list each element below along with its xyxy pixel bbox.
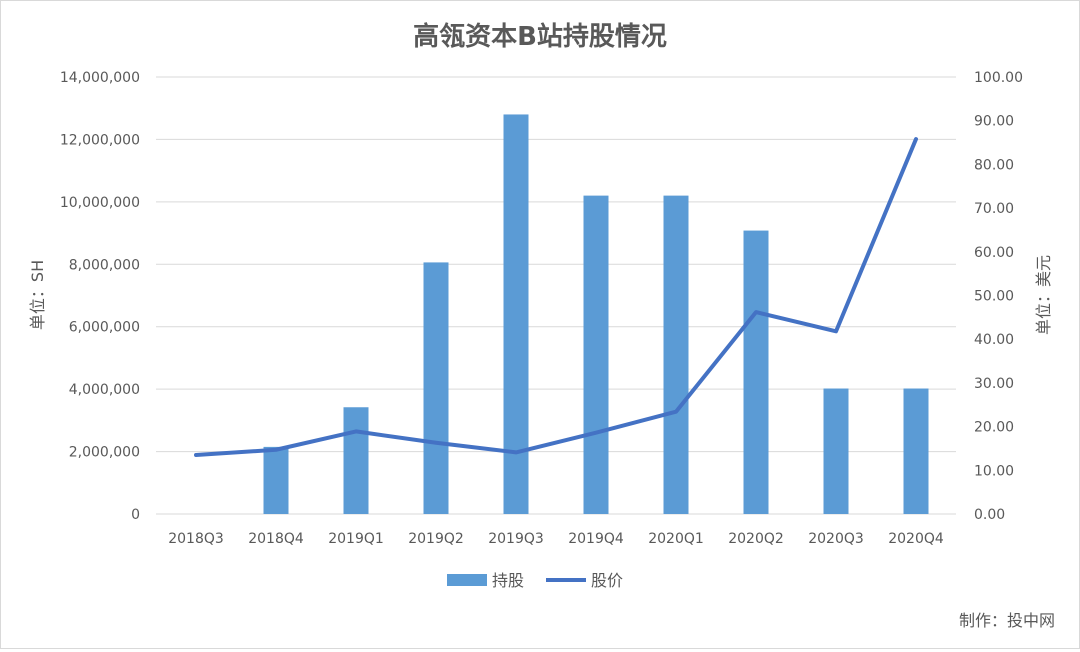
x-tick-label: 2019Q1 <box>328 531 384 547</box>
y2-tick-label: 0.00 <box>974 507 1005 523</box>
bar-series-holdings <box>264 114 929 514</box>
bar-2019Q4 <box>584 196 609 514</box>
y-tick-label: 0 <box>131 507 140 523</box>
x-tick-label: 2019Q3 <box>488 531 544 547</box>
bar-2018Q4 <box>264 447 289 514</box>
bar-2020Q2 <box>744 231 769 514</box>
chart-title: 高瓴资本B站持股情况 <box>413 21 667 52</box>
bar-2019Q2 <box>424 262 449 514</box>
x-tick-label: 2020Q3 <box>808 531 864 547</box>
bar-2019Q1 <box>344 407 369 514</box>
credit-text: 制作：投中网 <box>959 611 1055 630</box>
x-tick-label: 2019Q4 <box>568 531 624 547</box>
x-tick-label: 2018Q3 <box>168 531 224 547</box>
legend-label-price: 股价 <box>591 571 623 590</box>
bar-2020Q1 <box>664 196 689 514</box>
bar-2020Q4 <box>904 389 929 514</box>
y-axis-left-ticks: 0 2,000,000 4,000,000 6,000,000 8,000,000 10,… <box>60 70 140 523</box>
x-tick-label: 2020Q4 <box>888 531 944 547</box>
x-tick-label: 2019Q2 <box>408 531 464 547</box>
y2-tick-label: 10.00 <box>974 463 1014 479</box>
y-tick-label: 14,000,000 <box>60 70 140 86</box>
y2-tick-label: 80.00 <box>974 157 1014 173</box>
y-tick-label: 8,000,000 <box>69 257 140 273</box>
y-tick-label: 6,000,000 <box>69 320 140 336</box>
bar-2020Q3 <box>824 389 849 514</box>
x-tick-label: 2020Q1 <box>648 531 704 547</box>
legend-label-holdings: 持股 <box>492 571 524 590</box>
y2-tick-label: 40.00 <box>974 332 1014 348</box>
y2-tick-label: 70.00 <box>974 201 1014 217</box>
x-tick-label: 2020Q2 <box>728 531 784 547</box>
y2-tick-label: 60.00 <box>974 245 1014 261</box>
y2-tick-label: 50.00 <box>974 289 1014 305</box>
x-tick-label: 2018Q4 <box>248 531 304 547</box>
y-axis-left-label: 单位：SH <box>28 260 47 330</box>
legend-swatch-holdings <box>447 574 487 586</box>
x-axis-ticks: 2018Q3 2018Q4 2019Q1 2019Q2 2019Q3 2019Q4 2020… <box>168 531 944 547</box>
y2-tick-label: 30.00 <box>974 376 1014 392</box>
y2-tick-label: 20.00 <box>974 420 1014 436</box>
y-tick-label: 10,000,000 <box>60 195 140 211</box>
y-tick-label: 4,000,000 <box>69 382 140 398</box>
legend: 持股 股价 <box>447 571 623 590</box>
y-axis-right-ticks: 0.00 10.00 20.00 30.00 40.00 50.00 60.00 70.00 8… <box>974 70 1023 523</box>
y-tick-label: 2,000,000 <box>69 445 140 461</box>
y2-tick-label: 90.00 <box>974 114 1014 130</box>
y-axis-right-label: 单位：美元 <box>1034 255 1053 335</box>
y-tick-label: 12,000,000 <box>60 132 140 148</box>
line-series-price <box>196 139 916 455</box>
price-line <box>196 139 916 455</box>
y2-tick-label: 100.00 <box>974 70 1023 86</box>
